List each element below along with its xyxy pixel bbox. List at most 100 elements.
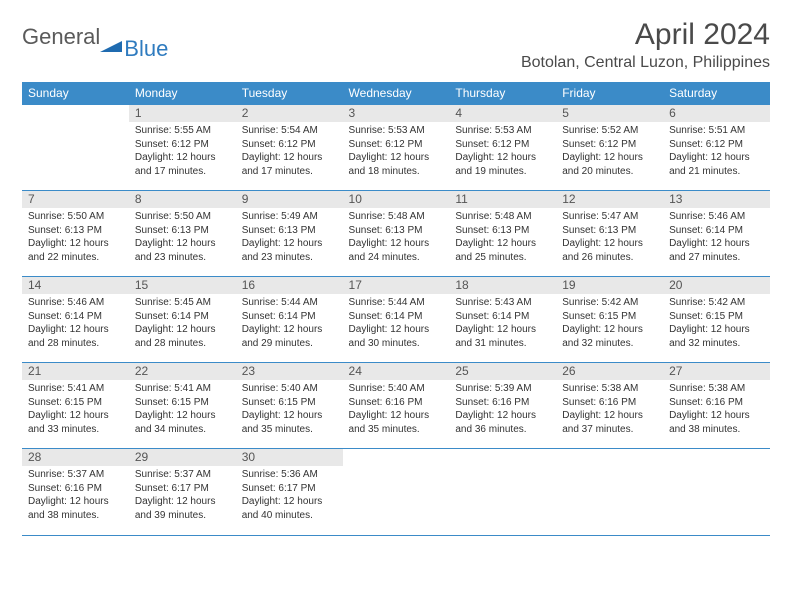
daylight-line: Daylight: 12 hours and 37 minutes.: [562, 409, 657, 436]
sunrise-line: Sunrise: 5:41 AM: [135, 382, 230, 396]
day-info: Sunrise: 5:45 AMSunset: 6:14 PMDaylight:…: [135, 296, 230, 350]
daylight-line: Daylight: 12 hours and 34 minutes.: [135, 409, 230, 436]
day-info: Sunrise: 5:41 AMSunset: 6:15 PMDaylight:…: [135, 382, 230, 436]
day-number: 24: [343, 363, 450, 380]
day-number: 25: [449, 363, 556, 380]
daylight-line: Daylight: 12 hours and 17 minutes.: [242, 151, 337, 178]
sunset-line: Sunset: 6:13 PM: [28, 224, 123, 238]
day-info: Sunrise: 5:40 AMSunset: 6:15 PMDaylight:…: [242, 382, 337, 436]
day-info: Sunrise: 5:51 AMSunset: 6:12 PMDaylight:…: [669, 124, 764, 178]
daylight-line: Daylight: 12 hours and 23 minutes.: [135, 237, 230, 264]
sunset-line: Sunset: 6:17 PM: [242, 482, 337, 496]
day-number: 27: [663, 363, 770, 380]
sunset-line: Sunset: 6:12 PM: [562, 138, 657, 152]
sunrise-line: Sunrise: 5:41 AM: [28, 382, 123, 396]
day-cell: 19Sunrise: 5:42 AMSunset: 6:15 PMDayligh…: [556, 277, 663, 363]
week-row: 28 Sunrise: 5:37 AMSunset: 6:16 PMDayligh…: [22, 449, 770, 535]
day-info: Sunrise: 5:46 AMSunset: 6:14 PMDaylight:…: [28, 296, 123, 350]
week-row: 1 Sunrise: 5:55 AMSunset: 6:12 PMDaylight…: [22, 105, 770, 191]
day-number: 1: [129, 105, 236, 122]
daylight-line: Daylight: 12 hours and 35 minutes.: [242, 409, 337, 436]
daylight-line: Daylight: 12 hours and 38 minutes.: [28, 495, 123, 522]
daylight-line: Daylight: 12 hours and 28 minutes.: [28, 323, 123, 350]
logo-triangle-icon: [100, 38, 122, 57]
sunrise-line: Sunrise: 5:48 AM: [455, 210, 550, 224]
sunrise-line: Sunrise: 5:37 AM: [135, 468, 230, 482]
day-number: 3: [343, 105, 450, 122]
sunrise-line: Sunrise: 5:46 AM: [28, 296, 123, 310]
day-info: Sunrise: 5:49 AMSunset: 6:13 PMDaylight:…: [242, 210, 337, 264]
sunset-line: Sunset: 6:12 PM: [349, 138, 444, 152]
day-cell: [556, 449, 663, 535]
day-info: Sunrise: 5:53 AMSunset: 6:12 PMDaylight:…: [349, 124, 444, 178]
sunset-line: Sunset: 6:12 PM: [242, 138, 337, 152]
daylight-line: Daylight: 12 hours and 17 minutes.: [135, 151, 230, 178]
day-cell: 3 Sunrise: 5:53 AMSunset: 6:12 PMDaylight…: [343, 105, 450, 191]
day-number: 6: [663, 105, 770, 122]
sunrise-line: Sunrise: 5:40 AM: [242, 382, 337, 396]
day-info: Sunrise: 5:53 AMSunset: 6:12 PMDaylight:…: [455, 124, 550, 178]
daylight-line: Daylight: 12 hours and 31 minutes.: [455, 323, 550, 350]
sunset-line: Sunset: 6:15 PM: [28, 396, 123, 410]
month-title: April 2024: [521, 18, 770, 52]
sunrise-line: Sunrise: 5:53 AM: [349, 124, 444, 138]
day-cell: 28 Sunrise: 5:37 AMSunset: 6:16 PMDayligh…: [22, 449, 129, 535]
day-info: Sunrise: 5:48 AMSunset: 6:13 PMDaylight:…: [455, 210, 550, 264]
day-number: 28: [22, 449, 129, 466]
day-info: Sunrise: 5:47 AMSunset: 6:13 PMDaylight:…: [562, 210, 657, 264]
day-cell: 6 Sunrise: 5:51 AMSunset: 6:12 PMDaylight…: [663, 105, 770, 191]
day-number: 13: [663, 191, 770, 208]
day-cell: 23Sunrise: 5:40 AMSunset: 6:15 PMDayligh…: [236, 363, 343, 449]
sunrise-line: Sunrise: 5:39 AM: [455, 382, 550, 396]
day-info: Sunrise: 5:40 AMSunset: 6:16 PMDaylight:…: [349, 382, 444, 436]
sunset-line: Sunset: 6:12 PM: [455, 138, 550, 152]
day-info: Sunrise: 5:54 AMSunset: 6:12 PMDaylight:…: [242, 124, 337, 178]
day-cell: 11Sunrise: 5:48 AMSunset: 6:13 PMDayligh…: [449, 191, 556, 277]
daylight-line: Daylight: 12 hours and 18 minutes.: [349, 151, 444, 178]
daylight-line: Daylight: 12 hours and 24 minutes.: [349, 237, 444, 264]
day-info: Sunrise: 5:55 AMSunset: 6:12 PMDaylight:…: [135, 124, 230, 178]
day-cell: 2Sunrise: 5:54 AMSunset: 6:12 PMDaylight…: [236, 105, 343, 191]
day-cell: [449, 449, 556, 535]
day-cell: [22, 105, 129, 191]
day-cell: 30Sunrise: 5:36 AMSunset: 6:17 PMDayligh…: [236, 449, 343, 535]
day-cell: 12 Sunrise: 5:47 AMSunset: 6:13 PMDayligh…: [556, 191, 663, 277]
day-cell: 29Sunrise: 5:37 AMSunset: 6:17 PMDayligh…: [129, 449, 236, 535]
day-cell: 8Sunrise: 5:50 AMSunset: 6:13 PMDaylight…: [129, 191, 236, 277]
sunset-line: Sunset: 6:13 PM: [562, 224, 657, 238]
sunset-line: Sunset: 6:16 PM: [455, 396, 550, 410]
daylight-line: Daylight: 12 hours and 20 minutes.: [562, 151, 657, 178]
day-cell: 25 Sunrise: 5:39 AMSunset: 6:16 PMDayligh…: [449, 363, 556, 449]
day-info: Sunrise: 5:37 AMSunset: 6:16 PMDaylight:…: [28, 468, 123, 522]
day-number: 18: [449, 277, 556, 294]
daylight-line: Daylight: 12 hours and 19 minutes.: [455, 151, 550, 178]
sunset-line: Sunset: 6:14 PM: [669, 224, 764, 238]
sunset-line: Sunset: 6:14 PM: [455, 310, 550, 324]
logo: General Blue: [22, 24, 170, 50]
daylight-line: Daylight: 12 hours and 40 minutes.: [242, 495, 337, 522]
daylight-line: Daylight: 12 hours and 22 minutes.: [28, 237, 123, 264]
sunrise-line: Sunrise: 5:54 AM: [242, 124, 337, 138]
sunset-line: Sunset: 6:16 PM: [562, 396, 657, 410]
daylight-line: Daylight: 12 hours and 36 minutes.: [455, 409, 550, 436]
sunrise-line: Sunrise: 5:53 AM: [455, 124, 550, 138]
sunset-line: Sunset: 6:13 PM: [455, 224, 550, 238]
day-cell: 24 Sunrise: 5:40 AMSunset: 6:16 PMDayligh…: [343, 363, 450, 449]
day-info: Sunrise: 5:50 AMSunset: 6:13 PMDaylight:…: [28, 210, 123, 264]
day-header-friday: Friday: [556, 82, 663, 105]
sunrise-line: Sunrise: 5:40 AM: [349, 382, 444, 396]
day-number: 12: [556, 191, 663, 208]
sunset-line: Sunset: 6:12 PM: [669, 138, 764, 152]
sunset-line: Sunset: 6:13 PM: [349, 224, 444, 238]
day-cell: 5Sunrise: 5:52 AMSunset: 6:12 PMDaylight…: [556, 105, 663, 191]
day-info: Sunrise: 5:43 AMSunset: 6:14 PMDaylight:…: [455, 296, 550, 350]
location-text: Botolan, Central Luzon, Philippines: [521, 54, 770, 72]
day-number: 5: [556, 105, 663, 122]
daylight-line: Daylight: 12 hours and 28 minutes.: [135, 323, 230, 350]
day-cell: [663, 449, 770, 535]
day-number: 7: [22, 191, 129, 208]
day-cell: 4Sunrise: 5:53 AMSunset: 6:12 PMDaylight…: [449, 105, 556, 191]
sunrise-line: Sunrise: 5:44 AM: [242, 296, 337, 310]
sunset-line: Sunset: 6:15 PM: [669, 310, 764, 324]
day-header-row: Sunday Monday Tuesday Wednesday Thursday…: [22, 82, 770, 105]
